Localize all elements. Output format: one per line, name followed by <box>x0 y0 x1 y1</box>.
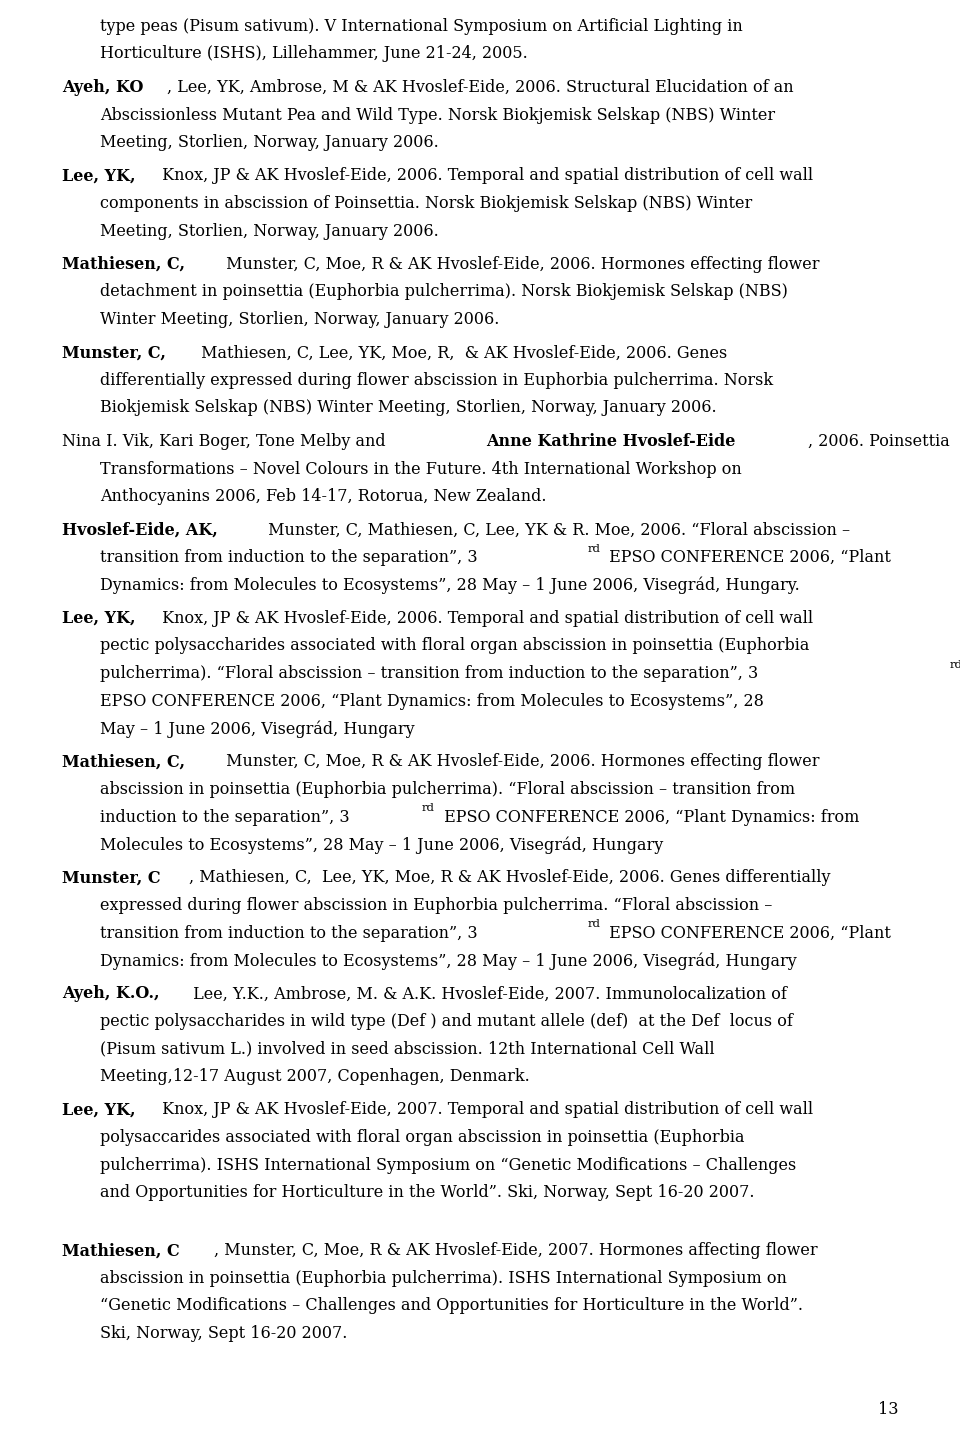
Text: , 2006. Poinsettia: , 2006. Poinsettia <box>808 433 949 450</box>
Text: Nina I. Vik, Kari Boger, Tone Melby and: Nina I. Vik, Kari Boger, Tone Melby and <box>62 433 391 450</box>
Text: abscission in poinsettia (Euphorbia pulcherrima). ISHS International Symposium o: abscission in poinsettia (Euphorbia pulc… <box>100 1270 787 1287</box>
Text: Ayeh, K.O.,: Ayeh, K.O., <box>62 985 159 1002</box>
Text: EPSO CONFERENCE 2006, “Plant Dynamics: from: EPSO CONFERENCE 2006, “Plant Dynamics: f… <box>439 808 859 825</box>
Text: Dynamics: from Molecules to Ecosystems”, 28 May – 1 June 2006, Visegrád, Hungary: Dynamics: from Molecules to Ecosystems”,… <box>100 952 797 969</box>
Text: pectic polysaccharides associated with floral organ abscission in poinsettia (Eu: pectic polysaccharides associated with f… <box>100 637 809 654</box>
Text: , Mathiesen, C,  Lee, YK, Moe, R & AK Hvoslef-Eide, 2006. Genes differentially: , Mathiesen, C, Lee, YK, Moe, R & AK Hvo… <box>189 870 830 886</box>
Text: Hvoslef-Eide, AK,: Hvoslef-Eide, AK, <box>62 522 218 538</box>
Text: expressed during flower abscission in Euphorbia pulcherrima. “Floral abscission : expressed during flower abscission in Eu… <box>100 897 773 915</box>
Text: Knox, JP & AK Hvoslef-Eide, 2006. Temporal and spatial distribution of cell wall: Knox, JP & AK Hvoslef-Eide, 2006. Tempor… <box>156 167 813 184</box>
Text: type peas (Pisum sativum). V International Symposium on Artificial Lighting in: type peas (Pisum sativum). V Internation… <box>100 19 743 35</box>
Text: (Pisum sativum L.) involved in seed abscission. 12th International Cell Wall: (Pisum sativum L.) involved in seed absc… <box>100 1041 714 1057</box>
Text: Ayeh, KO: Ayeh, KO <box>62 79 143 96</box>
Text: Lee, Y.K., Ambrose, M. & A.K. Hvoslef-Eide, 2007. Immunolocalization of: Lee, Y.K., Ambrose, M. & A.K. Hvoslef-Ei… <box>188 985 786 1002</box>
Text: Mathiesen, C,: Mathiesen, C, <box>62 256 185 273</box>
Text: EPSO CONFERENCE 2006, “Plant Dynamics: from Molecules to Ecosystems”, 28: EPSO CONFERENCE 2006, “Plant Dynamics: f… <box>100 693 764 709</box>
Text: EPSO CONFERENCE 2006, “Plant: EPSO CONFERENCE 2006, “Plant <box>604 925 891 942</box>
Text: , Munster, C, Moe, R & AK Hvoslef-Eide, 2007. Hormones affecting flower: , Munster, C, Moe, R & AK Hvoslef-Eide, … <box>214 1242 818 1260</box>
Text: Knox, JP & AK Hvoslef-Eide, 2006. Temporal and spatial distribution of cell wall: Knox, JP & AK Hvoslef-Eide, 2006. Tempor… <box>156 610 813 627</box>
Text: Lee, YK,: Lee, YK, <box>62 167 135 184</box>
Text: rd: rd <box>422 804 435 814</box>
Text: Munster, C, Moe, R & AK Hvoslef-Eide, 2006. Hormones effecting flower: Munster, C, Moe, R & AK Hvoslef-Eide, 20… <box>221 256 819 273</box>
Text: May – 1 June 2006, Visegrád, Hungary: May – 1 June 2006, Visegrád, Hungary <box>100 720 415 738</box>
Text: pulcherrima). “Floral abscission – transition from induction to the separation”,: pulcherrima). “Floral abscission – trans… <box>100 664 758 682</box>
Text: Munster, C, Moe, R & AK Hvoslef-Eide, 2006. Hormones effecting flower: Munster, C, Moe, R & AK Hvoslef-Eide, 20… <box>221 754 819 771</box>
Text: components in abscission of Poinsettia. Norsk Biokjemisk Selskap (NBS) Winter: components in abscission of Poinsettia. … <box>100 196 753 211</box>
Text: detachment in poinsettia (Euphorbia pulcherrima). Norsk Biokjemisk Selskap (NBS): detachment in poinsettia (Euphorbia pulc… <box>100 283 788 301</box>
Text: rd: rd <box>588 544 600 554</box>
Text: Winter Meeting, Storlien, Norway, January 2006.: Winter Meeting, Storlien, Norway, Januar… <box>100 311 499 328</box>
Text: Mathiesen, C, Lee, YK, Moe, R,  & AK Hvoslef-Eide, 2006. Genes: Mathiesen, C, Lee, YK, Moe, R, & AK Hvos… <box>196 345 728 361</box>
Text: EPSO CONFERENCE 2006, “Plant: EPSO CONFERENCE 2006, “Plant <box>604 549 891 567</box>
Text: Meeting, Storlien, Norway, January 2006.: Meeting, Storlien, Norway, January 2006. <box>100 223 439 240</box>
Text: Horticulture (ISHS), Lillehammer, June 21-24, 2005.: Horticulture (ISHS), Lillehammer, June 2… <box>100 46 528 62</box>
Text: and Opportunities for Horticulture in the World”. Ski, Norway, Sept 16-20 2007.: and Opportunities for Horticulture in th… <box>100 1183 755 1201</box>
Text: Lee, YK,: Lee, YK, <box>62 610 135 627</box>
Text: transition from induction to the separation”, 3: transition from induction to the separat… <box>100 549 478 567</box>
Text: Transformations – Novel Colours in the Future. 4th International Workshop on: Transformations – Novel Colours in the F… <box>100 460 742 477</box>
Text: Munster, C,: Munster, C, <box>62 345 166 361</box>
Text: Meeting, Storlien, Norway, January 2006.: Meeting, Storlien, Norway, January 2006. <box>100 134 439 151</box>
Text: polysaccarides associated with floral organ abscission in poinsettia (Euphorbia: polysaccarides associated with floral or… <box>100 1129 745 1146</box>
Text: Biokjemisk Selskap (NBS) Winter Meeting, Storlien, Norway, January 2006.: Biokjemisk Selskap (NBS) Winter Meeting,… <box>100 400 716 417</box>
Text: transition from induction to the separation”, 3: transition from induction to the separat… <box>100 925 478 942</box>
Text: , Lee, YK, Ambrose, M & AK Hvoslef-Eide, 2006. Structural Elucidation of an: , Lee, YK, Ambrose, M & AK Hvoslef-Eide,… <box>167 79 794 96</box>
Text: abscission in poinsettia (Euphorbia pulcherrima). “Floral abscission – transitio: abscission in poinsettia (Euphorbia pulc… <box>100 781 795 798</box>
Text: Munster, C, Mathiesen, C, Lee, YK & R. Moe, 2006. “Floral abscission –: Munster, C, Mathiesen, C, Lee, YK & R. M… <box>263 522 851 538</box>
Text: Munster, C: Munster, C <box>62 870 160 886</box>
Text: Ski, Norway, Sept 16-20 2007.: Ski, Norway, Sept 16-20 2007. <box>100 1324 348 1342</box>
Text: rd: rd <box>588 919 600 929</box>
Text: rd: rd <box>949 660 960 670</box>
Text: Molecules to Ecosystems”, 28 May – 1 June 2006, Visegrád, Hungary: Molecules to Ecosystems”, 28 May – 1 Jun… <box>100 835 663 854</box>
Text: Anne Kathrine Hvoslef-Eide: Anne Kathrine Hvoslef-Eide <box>486 433 735 450</box>
Text: Mathiesen, C,: Mathiesen, C, <box>62 754 185 771</box>
Text: Meeting,12-17 August 2007, Copenhagen, Denmark.: Meeting,12-17 August 2007, Copenhagen, D… <box>100 1068 530 1086</box>
Text: pulcherrima). ISHS International Symposium on “Genetic Modifications – Challenge: pulcherrima). ISHS International Symposi… <box>100 1156 796 1173</box>
Text: Lee, YK,: Lee, YK, <box>62 1102 135 1119</box>
Text: pectic polysaccharides in wild type (Def ) and mutant allele (def)  at the Def  : pectic polysaccharides in wild type (Def… <box>100 1012 793 1030</box>
Text: “Genetic Modifications – Challenges and Opportunities for Horticulture in the Wo: “Genetic Modifications – Challenges and … <box>100 1297 803 1314</box>
Text: 13: 13 <box>877 1401 898 1418</box>
Text: differentially expressed during flower abscission in Euphorbia pulcherrima. Nors: differentially expressed during flower a… <box>100 372 773 390</box>
Text: Knox, JP & AK Hvoslef-Eide, 2007. Temporal and spatial distribution of cell wall: Knox, JP & AK Hvoslef-Eide, 2007. Tempor… <box>156 1102 813 1119</box>
Text: Mathiesen, C: Mathiesen, C <box>62 1242 180 1260</box>
Text: Dynamics: from Molecules to Ecosystems”, 28 May – 1 June 2006, Visegrád, Hungary: Dynamics: from Molecules to Ecosystems”,… <box>100 577 800 594</box>
Text: Anthocyanins 2006, Feb 14-17, Rotorua, New Zealand.: Anthocyanins 2006, Feb 14-17, Rotorua, N… <box>100 487 546 505</box>
Text: induction to the separation”, 3: induction to the separation”, 3 <box>100 808 349 825</box>
Text: Abscissionless Mutant Pea and Wild Type. Norsk Biokjemisk Selskap (NBS) Winter: Abscissionless Mutant Pea and Wild Type.… <box>100 106 775 124</box>
